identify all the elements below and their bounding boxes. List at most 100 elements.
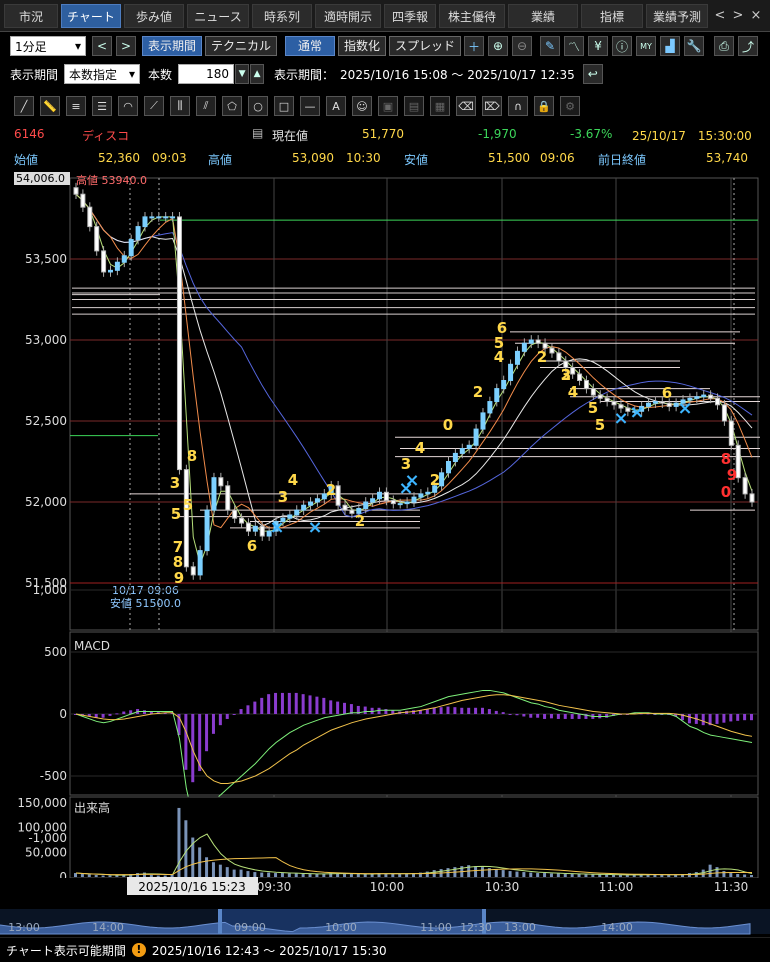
fan-tool-icon[interactable]: ⟋ (144, 96, 164, 116)
wave-icon[interactable]: 〽 (564, 36, 585, 56)
zoom-in-icon[interactable]: ⊕ (488, 36, 509, 56)
tab-prev-icon[interactable]: < (714, 7, 726, 23)
tab-tick[interactable]: 歩み値 (124, 3, 184, 28)
volume-bar (605, 874, 609, 877)
hlines-tool-icon[interactable]: ≡ (66, 96, 86, 116)
drawing-toolbar: ╱ 📏 ≡ ☰ ◠ ⟋ ⫼ ⫽ ⬠ ○ □ — A ☺ ▣ ▤ ▦ ⌫ ⌦ ∩ … (0, 94, 770, 118)
copy-tool-icon[interactable]: ▣ (378, 96, 398, 116)
volume-bar (577, 874, 581, 877)
settings-tool-icon[interactable]: ⚙ (560, 96, 580, 116)
hline-tool-icon[interactable]: — (300, 96, 320, 116)
tab-indicators[interactable]: 指標 (581, 3, 643, 28)
count-marker: 4 (568, 383, 578, 401)
export-icon[interactable]: ⤴ (738, 36, 759, 56)
macd-histogram-bar (129, 710, 133, 714)
yen-icon[interactable]: ¥ (588, 36, 609, 56)
candle (266, 530, 272, 537)
tab-next-icon[interactable]: > (732, 7, 744, 23)
candle (114, 261, 120, 271)
candle (459, 448, 465, 454)
count-down-icon[interactable]: ▼ (235, 64, 250, 84)
macd-histogram-bar (225, 714, 229, 719)
normal-button[interactable]: 通常 (285, 36, 336, 56)
wrench-icon[interactable]: 🔧 (684, 36, 705, 56)
eraser-tool-icon[interactable]: ⌫ (456, 96, 476, 116)
tab-yutai[interactable]: 株主優待 (439, 3, 505, 28)
macd-histogram-bar (474, 707, 478, 714)
plus-icon[interactable]: ＋ (464, 36, 485, 56)
count-marker: 5 (171, 505, 181, 523)
tab-shikiho[interactable]: 四季報 (384, 3, 436, 28)
magnet-tool-icon[interactable]: ∩ (508, 96, 528, 116)
chevron-down-icon: ▾ (128, 67, 136, 81)
text-tool-icon[interactable]: A (326, 96, 346, 116)
tab-timeseries[interactable]: 時系列 (252, 3, 312, 28)
spread-button[interactable]: スプレッド (389, 36, 462, 56)
tab-earnings[interactable]: 業績 (508, 3, 578, 28)
rect-tool-icon[interactable]: □ (274, 96, 294, 116)
low-annotation: 安値 51500.0 (110, 596, 181, 610)
zoom-out-icon[interactable]: ⊖ (512, 36, 533, 56)
macd-histogram-bar (349, 704, 353, 714)
eraser-all-tool-icon[interactable]: ⌦ (482, 96, 502, 116)
cross-marker: × (677, 398, 692, 419)
navigator-handle-left[interactable] (218, 909, 222, 934)
my-icon[interactable]: MY (636, 36, 657, 56)
macd-histogram-bar (508, 714, 512, 715)
count-up-icon[interactable]: ▲ (250, 64, 265, 84)
volume-axis-label: 50,000 (25, 845, 67, 859)
tab-forecast[interactable]: 業績予測 (646, 3, 708, 28)
channel-tool-icon[interactable]: ☰ (92, 96, 112, 116)
volume-bar (315, 874, 319, 877)
candle (715, 397, 721, 406)
trendline-tool-icon[interactable]: ╱ (14, 96, 34, 116)
price-chart[interactable]: 53,500 53,000 52,500 52,000 51,500 54,006.0 高値… (0, 168, 770, 937)
info-icon[interactable]: ⓘ (612, 36, 633, 56)
technical-button[interactable]: テクニカル (205, 36, 278, 56)
macd-histogram-bar (467, 707, 471, 714)
count-input[interactable]: 180 (178, 64, 235, 84)
macd-histogram-bar (198, 714, 202, 772)
volume-bar (205, 857, 209, 877)
candle (87, 206, 93, 228)
pen-icon[interactable]: ✎ (540, 36, 561, 56)
candle (445, 461, 451, 474)
display-period-button[interactable]: 表示期間 (142, 36, 203, 56)
area-chart-icon[interactable]: ▟ (660, 36, 681, 56)
emoji-tool-icon[interactable]: ☺ (352, 96, 372, 116)
period-mode-value: 本数指定 (69, 67, 118, 82)
vlines-tool-icon[interactable]: ⫼ (170, 96, 190, 116)
tab-disclosure[interactable]: 適時開示 (315, 3, 381, 28)
move-tool-icon[interactable]: ▦ (430, 96, 450, 116)
close-icon[interactable]: × (750, 7, 762, 23)
prev-arrow-button[interactable]: < (92, 36, 112, 56)
candle (735, 444, 741, 479)
reset-icon[interactable]: ↩ (582, 64, 603, 84)
tab-chart[interactable]: チャート (61, 3, 121, 28)
tab-market[interactable]: 市況 (4, 3, 58, 28)
interval-select[interactable]: 1分足 ▾ (10, 36, 86, 56)
volume-bar (398, 874, 402, 877)
gann-tool-icon[interactable]: ⫽ (196, 96, 216, 116)
macd-histogram-bar (80, 714, 84, 716)
volume-bar (225, 867, 229, 877)
print-icon[interactable]: ⎙ (714, 36, 735, 56)
lock-tool-icon[interactable]: 🔒 (534, 96, 554, 116)
circle-tool-icon[interactable]: ○ (248, 96, 268, 116)
volume-bar (239, 869, 243, 877)
paste-tool-icon[interactable]: ▤ (404, 96, 424, 116)
count-marker: 6 (662, 384, 672, 402)
volume-bar (163, 875, 167, 877)
pentagon-tool-icon[interactable]: ⬠ (222, 96, 242, 116)
price-axis-label: 53,000 (25, 333, 67, 347)
index-button[interactable]: 指数化 (338, 36, 387, 56)
navigator-handle-right[interactable] (482, 909, 486, 934)
open-label: 始値 (14, 153, 39, 167)
count-marker: 8 (187, 447, 197, 465)
macd-histogram-bar (425, 709, 429, 714)
ruler-tool-icon[interactable]: 📏 (40, 96, 60, 116)
arc-tool-icon[interactable]: ◠ (118, 96, 138, 116)
next-arrow-button[interactable]: > (116, 36, 136, 56)
tab-news[interactable]: ニュース (187, 3, 249, 28)
period-mode-select[interactable]: 本数指定 ▾ (64, 64, 141, 84)
